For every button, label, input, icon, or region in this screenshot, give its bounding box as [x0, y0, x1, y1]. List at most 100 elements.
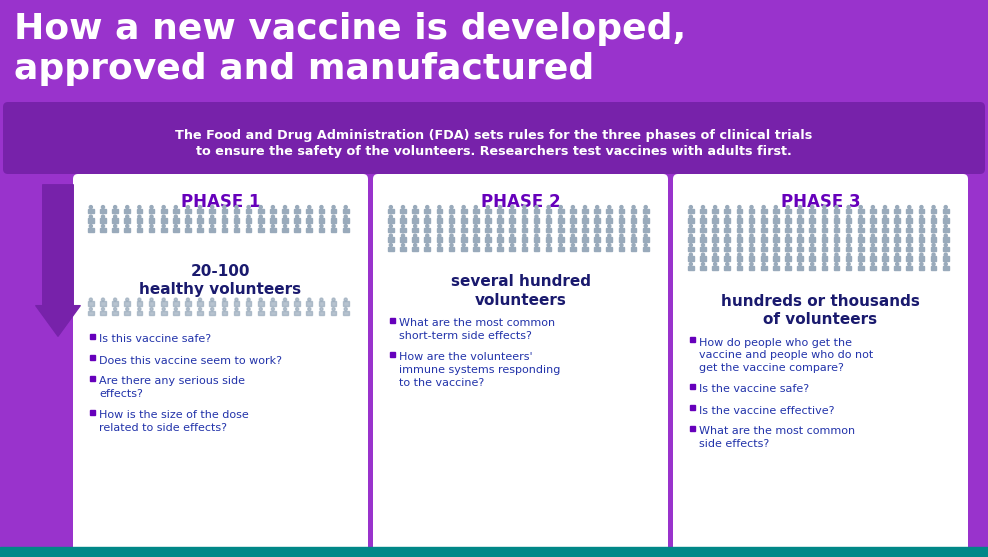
- Circle shape: [401, 234, 404, 237]
- Circle shape: [596, 206, 599, 209]
- Text: 20-100
healthy volunteers: 20-100 healthy volunteers: [139, 263, 301, 297]
- Circle shape: [150, 206, 153, 209]
- Bar: [773, 266, 779, 270]
- Circle shape: [89, 224, 93, 228]
- Circle shape: [210, 298, 213, 301]
- Circle shape: [847, 253, 850, 256]
- Bar: [246, 209, 252, 213]
- Circle shape: [738, 224, 741, 228]
- Text: How are the volunteers'
immune systems responding
to the vaccine?: How are the volunteers' immune systems r…: [399, 353, 560, 388]
- FancyBboxPatch shape: [73, 174, 368, 552]
- Bar: [136, 218, 142, 222]
- Bar: [437, 218, 443, 222]
- Circle shape: [644, 243, 647, 247]
- Text: Is this vaccine safe?: Is this vaccine safe?: [99, 335, 211, 344]
- Circle shape: [438, 215, 441, 218]
- Bar: [712, 228, 718, 232]
- Circle shape: [713, 253, 716, 256]
- Bar: [761, 256, 767, 261]
- Circle shape: [125, 307, 128, 311]
- Bar: [510, 228, 515, 232]
- Bar: [124, 218, 130, 222]
- Bar: [643, 237, 648, 242]
- Bar: [882, 247, 888, 251]
- Bar: [449, 228, 454, 232]
- Circle shape: [284, 298, 287, 301]
- Circle shape: [174, 206, 177, 209]
- Circle shape: [920, 215, 923, 218]
- Circle shape: [860, 215, 863, 218]
- Bar: [545, 209, 551, 213]
- Bar: [595, 209, 600, 213]
- Circle shape: [199, 224, 202, 228]
- Bar: [712, 266, 718, 270]
- Circle shape: [596, 215, 599, 218]
- Circle shape: [438, 224, 441, 228]
- Bar: [294, 311, 300, 315]
- Bar: [425, 237, 430, 242]
- Bar: [643, 228, 648, 232]
- Bar: [400, 237, 406, 242]
- Bar: [412, 228, 418, 232]
- Circle shape: [690, 253, 693, 256]
- Circle shape: [474, 224, 477, 228]
- Bar: [100, 218, 106, 222]
- Bar: [773, 256, 779, 261]
- Circle shape: [559, 224, 562, 228]
- Bar: [785, 266, 790, 270]
- Circle shape: [750, 262, 753, 266]
- Bar: [449, 247, 454, 251]
- Bar: [834, 256, 840, 261]
- Circle shape: [389, 243, 392, 247]
- Bar: [412, 247, 418, 251]
- Circle shape: [235, 298, 238, 301]
- Circle shape: [798, 206, 801, 209]
- Circle shape: [871, 243, 874, 247]
- Bar: [906, 256, 912, 261]
- Circle shape: [823, 206, 826, 209]
- Bar: [246, 228, 252, 232]
- Circle shape: [713, 224, 716, 228]
- Circle shape: [835, 215, 838, 218]
- Circle shape: [835, 253, 838, 256]
- Circle shape: [945, 262, 947, 266]
- Circle shape: [138, 224, 141, 228]
- Circle shape: [187, 206, 190, 209]
- Circle shape: [690, 243, 693, 247]
- Bar: [919, 266, 925, 270]
- Circle shape: [632, 215, 635, 218]
- Circle shape: [450, 206, 453, 209]
- Bar: [136, 311, 142, 315]
- Bar: [331, 301, 337, 305]
- Circle shape: [235, 215, 238, 218]
- Bar: [136, 301, 142, 305]
- Circle shape: [632, 224, 635, 228]
- Bar: [688, 256, 694, 261]
- Bar: [388, 237, 393, 242]
- Bar: [643, 218, 648, 222]
- Circle shape: [811, 234, 814, 237]
- Circle shape: [486, 206, 489, 209]
- Bar: [449, 218, 454, 222]
- Bar: [233, 209, 239, 213]
- Circle shape: [389, 206, 392, 209]
- Circle shape: [511, 243, 514, 247]
- Bar: [943, 256, 948, 261]
- Bar: [545, 228, 551, 232]
- Bar: [136, 209, 142, 213]
- Bar: [834, 228, 840, 232]
- Bar: [90, 354, 95, 359]
- Bar: [90, 334, 95, 339]
- Circle shape: [414, 224, 417, 228]
- Bar: [821, 237, 827, 242]
- Circle shape: [259, 307, 262, 311]
- Circle shape: [896, 253, 899, 256]
- Bar: [630, 247, 636, 251]
- Bar: [88, 218, 94, 222]
- Circle shape: [199, 215, 202, 218]
- Bar: [161, 209, 167, 213]
- Bar: [688, 266, 694, 270]
- Bar: [630, 218, 636, 222]
- Bar: [630, 228, 636, 232]
- Bar: [785, 256, 790, 261]
